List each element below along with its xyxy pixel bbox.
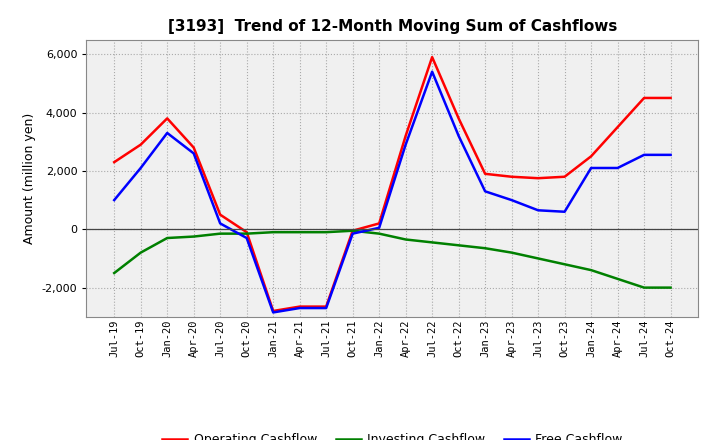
Operating Cashflow <box>136 142 145 147</box>
Line: Investing Cashflow: Investing Cashflow <box>114 231 670 288</box>
Operating Cashflow <box>269 308 277 314</box>
Investing Cashflow <box>163 235 171 241</box>
Investing Cashflow <box>136 250 145 255</box>
Free Cashflow <box>163 130 171 136</box>
Free Cashflow <box>348 231 357 236</box>
Free Cashflow <box>243 235 251 241</box>
Operating Cashflow <box>560 174 569 180</box>
Line: Free Cashflow: Free Cashflow <box>114 72 670 312</box>
Investing Cashflow <box>481 246 490 251</box>
Free Cashflow <box>454 133 463 139</box>
Operating Cashflow <box>163 116 171 121</box>
Title: [3193]  Trend of 12-Month Moving Sum of Cashflows: [3193] Trend of 12-Month Moving Sum of C… <box>168 19 617 34</box>
Investing Cashflow <box>508 250 516 255</box>
Free Cashflow <box>587 165 595 171</box>
Free Cashflow <box>428 69 436 74</box>
Investing Cashflow <box>295 230 304 235</box>
Y-axis label: Amount (million yen): Amount (million yen) <box>23 113 36 244</box>
Investing Cashflow <box>454 243 463 248</box>
Investing Cashflow <box>401 237 410 242</box>
Free Cashflow <box>534 208 542 213</box>
Free Cashflow <box>640 152 649 158</box>
Investing Cashflow <box>560 262 569 267</box>
Operating Cashflow <box>348 228 357 233</box>
Investing Cashflow <box>640 285 649 290</box>
Line: Operating Cashflow: Operating Cashflow <box>114 57 670 311</box>
Free Cashflow <box>481 189 490 194</box>
Free Cashflow <box>401 142 410 147</box>
Operating Cashflow <box>216 212 225 217</box>
Operating Cashflow <box>666 95 675 101</box>
Free Cashflow <box>613 165 622 171</box>
Investing Cashflow <box>269 230 277 235</box>
Free Cashflow <box>269 310 277 315</box>
Operating Cashflow <box>454 116 463 121</box>
Free Cashflow <box>508 198 516 203</box>
Operating Cashflow <box>534 176 542 181</box>
Operating Cashflow <box>243 230 251 235</box>
Operating Cashflow <box>640 95 649 101</box>
Free Cashflow <box>322 305 330 311</box>
Investing Cashflow <box>534 256 542 261</box>
Free Cashflow <box>375 225 384 231</box>
Legend: Operating Cashflow, Investing Cashflow, Free Cashflow: Operating Cashflow, Investing Cashflow, … <box>158 429 627 440</box>
Free Cashflow <box>666 152 675 158</box>
Free Cashflow <box>216 221 225 226</box>
Free Cashflow <box>136 165 145 171</box>
Free Cashflow <box>189 151 198 156</box>
Free Cashflow <box>110 198 119 203</box>
Operating Cashflow <box>295 304 304 309</box>
Operating Cashflow <box>110 160 119 165</box>
Investing Cashflow <box>375 231 384 236</box>
Investing Cashflow <box>243 231 251 236</box>
Free Cashflow <box>560 209 569 214</box>
Investing Cashflow <box>666 285 675 290</box>
Operating Cashflow <box>587 154 595 159</box>
Operating Cashflow <box>428 55 436 60</box>
Investing Cashflow <box>110 271 119 276</box>
Investing Cashflow <box>348 228 357 233</box>
Operating Cashflow <box>375 221 384 226</box>
Investing Cashflow <box>322 230 330 235</box>
Operating Cashflow <box>508 174 516 180</box>
Investing Cashflow <box>189 234 198 239</box>
Operating Cashflow <box>613 125 622 130</box>
Investing Cashflow <box>216 231 225 236</box>
Investing Cashflow <box>428 240 436 245</box>
Operating Cashflow <box>322 304 330 309</box>
Operating Cashflow <box>189 145 198 150</box>
Operating Cashflow <box>481 171 490 176</box>
Investing Cashflow <box>587 268 595 273</box>
Investing Cashflow <box>613 276 622 282</box>
Free Cashflow <box>295 305 304 311</box>
Operating Cashflow <box>401 133 410 139</box>
